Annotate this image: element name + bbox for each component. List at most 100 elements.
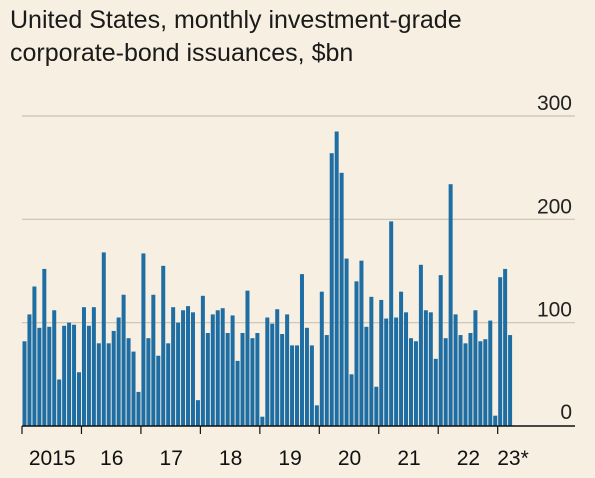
bar xyxy=(176,322,181,426)
bar xyxy=(101,252,106,426)
bar xyxy=(463,343,468,426)
bar xyxy=(215,310,220,426)
bar xyxy=(111,330,116,426)
bar xyxy=(379,299,384,426)
bar xyxy=(384,318,389,426)
bar xyxy=(32,286,37,426)
bar xyxy=(285,314,290,426)
bar xyxy=(344,258,349,426)
bar xyxy=(498,277,503,426)
bar xyxy=(270,323,275,426)
bar xyxy=(488,320,493,426)
bar xyxy=(473,310,478,426)
x-tick-label: 17 xyxy=(160,447,183,470)
bar xyxy=(374,386,379,426)
bar xyxy=(156,355,161,426)
x-tick-label: 20 xyxy=(338,447,361,470)
bar xyxy=(126,338,131,426)
bar xyxy=(275,309,280,426)
gridlines xyxy=(22,115,575,324)
bar xyxy=(280,334,285,426)
bar xyxy=(369,296,374,426)
bar xyxy=(408,338,413,426)
bar xyxy=(448,184,453,426)
bar xyxy=(106,343,111,426)
y-axis-labels: 0 100 200 300 xyxy=(537,92,572,424)
bar xyxy=(121,294,126,426)
bar xyxy=(96,343,101,426)
bar xyxy=(225,333,230,426)
bar xyxy=(181,310,186,426)
bar xyxy=(161,265,166,426)
bar xyxy=(220,308,225,426)
bar xyxy=(230,315,235,426)
bar xyxy=(468,333,473,426)
bar xyxy=(42,268,47,426)
bar xyxy=(240,333,245,426)
bar xyxy=(309,345,314,426)
bar xyxy=(146,338,151,426)
y-tick-label: 0 xyxy=(560,401,572,424)
y-tick-label: 200 xyxy=(537,195,572,218)
bar xyxy=(359,260,364,426)
bar xyxy=(399,291,404,426)
bar xyxy=(186,306,191,426)
bar xyxy=(136,391,141,426)
bar xyxy=(72,324,77,426)
bar xyxy=(339,172,344,426)
bar xyxy=(404,312,409,426)
bar xyxy=(250,338,255,426)
bar xyxy=(483,339,488,426)
bar xyxy=(210,314,215,426)
bar xyxy=(299,274,304,426)
bar xyxy=(22,341,27,426)
bar xyxy=(389,221,394,426)
bar xyxy=(394,317,399,426)
bar xyxy=(195,400,200,426)
bar xyxy=(329,153,334,426)
bar xyxy=(200,295,205,426)
bar xyxy=(91,307,96,426)
bar xyxy=(52,310,57,426)
bar xyxy=(295,345,300,426)
bar xyxy=(77,372,81,426)
bar xyxy=(171,307,176,426)
bar xyxy=(443,338,448,426)
bar xyxy=(354,281,359,426)
x-tick-label: 16 xyxy=(100,447,123,470)
chart-title-line-1: United States, monthly investment-grade xyxy=(10,6,462,34)
bar xyxy=(324,335,329,426)
bar xyxy=(428,312,433,426)
bar xyxy=(141,253,146,426)
bar xyxy=(235,360,240,426)
bar xyxy=(37,327,42,426)
bar xyxy=(131,351,136,426)
x-tick-label: 23* xyxy=(497,447,529,470)
bar xyxy=(438,275,443,426)
bar xyxy=(62,325,67,426)
bar xyxy=(364,326,369,426)
bar xyxy=(508,335,513,426)
bar xyxy=(418,264,423,426)
bar xyxy=(151,294,156,426)
y-tick-label: 300 xyxy=(537,92,572,115)
bar xyxy=(190,312,195,426)
bar xyxy=(67,322,72,426)
bar xyxy=(304,327,309,426)
bar xyxy=(478,341,483,426)
bar xyxy=(116,317,121,426)
bar xyxy=(290,345,295,426)
bar xyxy=(265,317,270,426)
bar xyxy=(349,374,354,426)
x-tick-label: 18 xyxy=(219,447,242,470)
bar xyxy=(255,333,260,426)
x-tick-label: 21 xyxy=(397,447,420,470)
bar xyxy=(413,341,418,426)
bar xyxy=(423,310,428,426)
x-axis-labels: 2015 16 17 18 19 20 21 22 23* xyxy=(29,447,529,470)
x-tick-label: 2015 xyxy=(29,447,76,470)
x-tick-label: 22 xyxy=(457,447,480,470)
bar xyxy=(166,343,171,426)
